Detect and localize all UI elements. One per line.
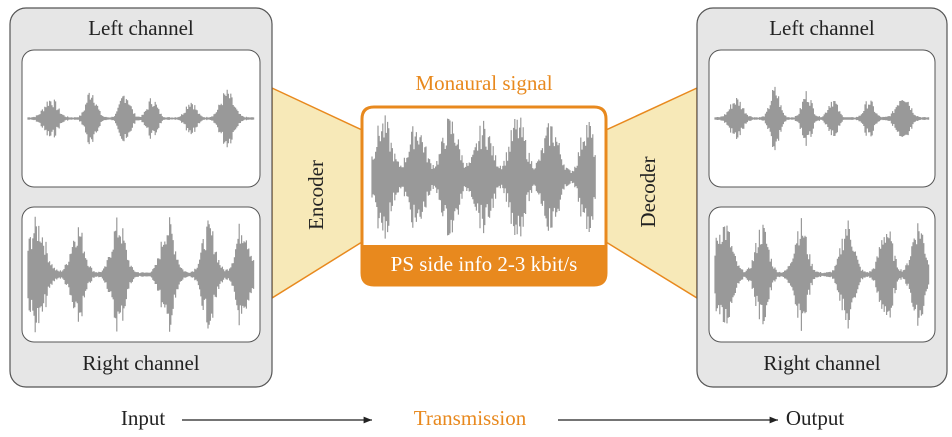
diagram: Encoder Decoder Left channel Right chann… (0, 0, 952, 437)
panel-bottom-label: Right channel (82, 351, 199, 375)
panel-top-label: Left channel (88, 16, 194, 40)
panel-bottom-label: Right channel (763, 351, 880, 375)
decoder-label: Decoder (636, 156, 660, 227)
side-info-label: PS side info 2-3 kbit/s (391, 252, 578, 276)
flow-transmission: Transmission (414, 406, 527, 430)
page: Encoder Decoder Left channel Right chann… (0, 0, 952, 437)
encoder-label: Encoder (304, 160, 328, 230)
flow-input: Input (121, 406, 165, 430)
monaural-title: Monaural signal (415, 71, 552, 95)
flow-output: Output (786, 406, 845, 430)
panel-top-label: Left channel (769, 16, 875, 40)
